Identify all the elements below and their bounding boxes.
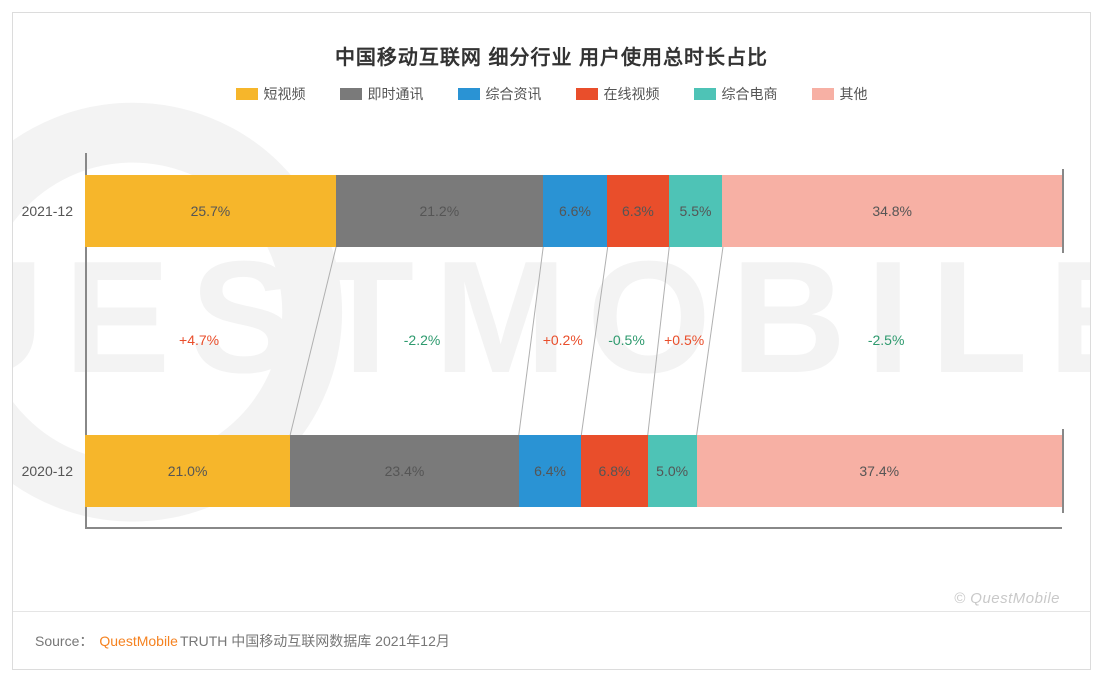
bar-2020-12: 2020-12 21.0%23.4%6.4%6.8%5.0%37.4%: [85, 435, 1062, 507]
bar-segment: 23.4%: [290, 435, 519, 507]
legend-label: 其他: [840, 84, 868, 104]
legend-label: 短视频: [264, 84, 306, 104]
legend-label: 综合资讯: [486, 84, 542, 104]
delta-label: +4.7%: [179, 332, 219, 348]
bar-segment: 6.4%: [519, 435, 582, 507]
bar-segment: 37.4%: [697, 435, 1062, 507]
delta-label: +0.5%: [664, 332, 704, 348]
legend-label: 即时通讯: [368, 84, 424, 104]
legend-label: 在线视频: [604, 84, 660, 104]
segment-value: 6.6%: [559, 203, 591, 219]
delta-label: -0.5%: [608, 332, 645, 348]
segment-value: 34.8%: [872, 203, 912, 219]
segment-value: 23.4%: [385, 463, 425, 479]
bar-segment: 6.6%: [543, 175, 607, 247]
chart-body: 2021-12 25.7%21.2%6.6%6.3%5.5%34.8% 2020…: [85, 153, 1062, 529]
chart-card: UESTMOBILE 中国移动互联网 细分行业 用户使用总时长占比 短视频即时通…: [12, 12, 1091, 670]
legend-swatch: [694, 88, 716, 100]
legend-item: 综合资讯: [458, 84, 542, 104]
delta-label: +0.2%: [543, 332, 583, 348]
bar-segment: 5.5%: [669, 175, 723, 247]
segment-value: 5.5%: [680, 203, 712, 219]
legend-swatch: [812, 88, 834, 100]
x-axis-line: [85, 527, 1062, 529]
source-rest: TRUTH 中国移动互联网数据库 2021年12月: [180, 631, 450, 651]
copyright-text: © QuestMobile: [954, 590, 1060, 607]
legend-swatch: [458, 88, 480, 100]
legend-swatch: [576, 88, 598, 100]
segment-value: 21.0%: [168, 463, 208, 479]
legend-swatch: [340, 88, 362, 100]
legend-item: 短视频: [236, 84, 306, 104]
bar-segment: 6.8%: [581, 435, 647, 507]
bar-2021-12: 2021-12 25.7%21.2%6.6%6.3%5.5%34.8%: [85, 175, 1062, 247]
segment-value: 6.4%: [534, 463, 566, 479]
segment-value: 21.2%: [419, 203, 459, 219]
source-prefix: Source：: [35, 631, 93, 651]
segment-value: 6.8%: [599, 463, 631, 479]
source-accent: QuestMobile: [99, 633, 178, 649]
delta-label: -2.2%: [404, 332, 441, 348]
bar-segment: 6.3%: [607, 175, 668, 247]
bar-segment: 5.0%: [648, 435, 697, 507]
chart-title: 中国移动互联网 细分行业 用户使用总时长占比: [13, 41, 1090, 70]
bar-segment: 25.7%: [85, 175, 336, 247]
y-label-2020: 2020-12: [22, 463, 73, 479]
bar-segment: 34.8%: [722, 175, 1062, 247]
legend-item: 其他: [812, 84, 868, 104]
legend-item: 综合电商: [694, 84, 778, 104]
bar-segment: 21.2%: [336, 175, 543, 247]
delta-label: -2.5%: [868, 332, 905, 348]
right-cap-bottom: [1062, 429, 1064, 513]
legend-item: 即时通讯: [340, 84, 424, 104]
segment-value: 37.4%: [859, 463, 899, 479]
legend-swatch: [236, 88, 258, 100]
segment-value: 25.7%: [191, 203, 231, 219]
legend: 短视频 即时通讯 综合资讯 在线视频 综合电商 其他: [13, 84, 1090, 104]
legend-label: 综合电商: [722, 84, 778, 104]
segment-value: 5.0%: [656, 463, 688, 479]
y-label-2021: 2021-12: [22, 203, 73, 219]
source-row: Source： QuestMobile TRUTH 中国移动互联网数据库 202…: [13, 611, 1090, 669]
right-cap-top: [1062, 169, 1064, 253]
bar-segment: 21.0%: [85, 435, 290, 507]
legend-item: 在线视频: [576, 84, 660, 104]
segment-value: 6.3%: [622, 203, 654, 219]
